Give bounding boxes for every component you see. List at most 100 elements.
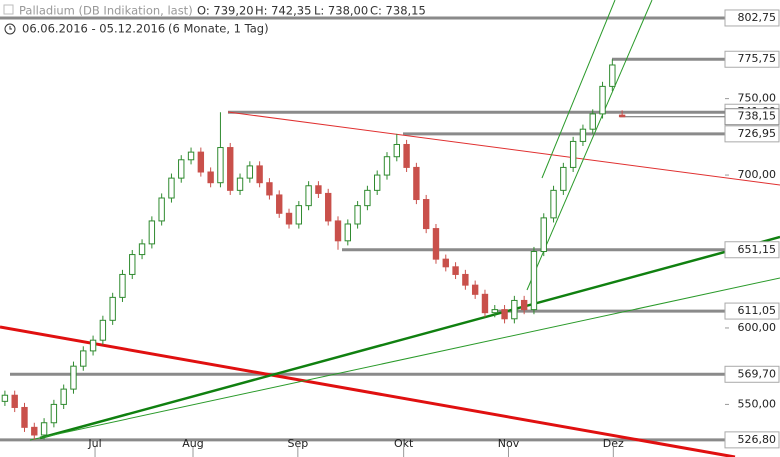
level-label: 526,80	[738, 433, 777, 446]
candle-body	[403, 143, 410, 168]
candle-body	[462, 273, 469, 286]
level-box	[724, 431, 780, 449]
candle-body	[374, 174, 381, 191]
candle-body	[599, 85, 606, 115]
open-info: O: 739,20	[197, 4, 254, 18]
candle-body	[354, 205, 361, 225]
candle-body	[168, 177, 175, 199]
level-box	[724, 125, 780, 143]
instrument: Palladium (DB Indikation, last)	[19, 4, 193, 18]
candle-body	[246, 165, 254, 179]
candle-body	[520, 299, 528, 311]
candle-body	[589, 113, 596, 130]
candle-body	[138, 243, 146, 256]
level-box	[724, 241, 780, 259]
candle-body	[236, 177, 244, 191]
x-tick-label: Aug	[182, 437, 203, 450]
candle-body	[550, 189, 557, 219]
candle-body	[295, 205, 303, 225]
candle-body	[315, 185, 322, 194]
trend-line	[29, 277, 780, 441]
candle-body	[40, 422, 48, 436]
candle-body	[70, 365, 77, 390]
candle-body	[197, 151, 205, 173]
candle-body	[31, 426, 38, 436]
level-box	[724, 302, 780, 320]
candle-body	[618, 114, 626, 118]
candle-body	[276, 194, 283, 214]
candle-body	[217, 147, 224, 184]
candle-body	[266, 182, 273, 196]
clock-hand	[9, 26, 12, 30]
candle-body	[305, 185, 312, 207]
candle-body	[109, 296, 116, 321]
low-info: L: 738,00	[314, 4, 368, 18]
last-label: 738,15	[738, 110, 777, 123]
level-label: 569,70	[738, 367, 777, 380]
x-tick-label: Okt	[394, 437, 414, 450]
candle-body	[89, 339, 97, 352]
axis: 550,00 600,00 700,00 750,00 Jul Aug Sep Okt Nov D…	[87, 9, 780, 457]
candle-body	[560, 166, 567, 191]
candle-body	[501, 309, 508, 320]
candle-body	[99, 319, 107, 341]
level-label: 802,75	[738, 11, 777, 24]
y-tick-label: 550,00	[738, 397, 777, 410]
candle-body	[11, 394, 18, 408]
candle-body	[334, 220, 342, 242]
candle-body	[1, 394, 9, 402]
level-box	[724, 9, 780, 27]
x-tick-label: Sep	[287, 437, 308, 450]
candle-body	[364, 189, 371, 207]
candle-body	[60, 388, 67, 405]
candle-body	[187, 151, 195, 161]
candle-body	[178, 159, 185, 179]
level-label: 726,95	[738, 127, 777, 140]
y-tick-label: 600,00	[738, 321, 777, 334]
trend-line	[39, 235, 780, 440]
candle-body	[129, 254, 136, 275]
candle-body	[325, 192, 332, 222]
candle-body	[511, 299, 518, 320]
level-label: 651,15	[738, 243, 777, 256]
level-box	[724, 365, 780, 383]
candle-body	[285, 212, 293, 225]
candle-body	[579, 128, 587, 142]
candle-body	[471, 284, 479, 295]
date-range: 06.06.2016 - 05.12.2016	[22, 22, 165, 36]
header: Palladium (DB Indikation, last) O: 739,2…	[3, 4, 426, 36]
last-box	[724, 108, 780, 126]
candle-body	[393, 143, 400, 158]
channel-line	[541, 0, 616, 179]
x-tick-label: Nov	[498, 437, 520, 450]
candle-body	[452, 266, 459, 275]
candle-body	[530, 251, 538, 311]
candle-body	[422, 199, 430, 230]
trend-line	[227, 111, 780, 186]
candle-body	[148, 220, 156, 245]
candle-body	[413, 166, 420, 201]
candle-body	[256, 165, 263, 184]
candle-body	[491, 309, 498, 314]
trend-line	[0, 325, 736, 457]
candle-body	[21, 406, 28, 428]
candle-body	[432, 228, 440, 260]
candle-body	[80, 350, 87, 367]
period: (6 Monate, 1 Tag)	[168, 22, 269, 36]
candle-body	[119, 273, 126, 298]
levels	[0, 16, 725, 442]
y-tick-label: 750,00	[738, 92, 777, 105]
candle-body	[50, 403, 58, 424]
candle-body	[609, 64, 616, 87]
level-box	[724, 50, 780, 68]
level-label: 611,05	[738, 304, 777, 317]
candle-body	[442, 258, 449, 268]
candle-body	[383, 156, 391, 176]
candle-body	[227, 147, 234, 191]
instrument-icon	[3, 4, 14, 15]
candle-body	[540, 217, 547, 253]
y-tick-label: 700,00	[738, 168, 777, 181]
high-info: H: 742,35	[255, 4, 311, 18]
candle-body	[158, 197, 165, 222]
